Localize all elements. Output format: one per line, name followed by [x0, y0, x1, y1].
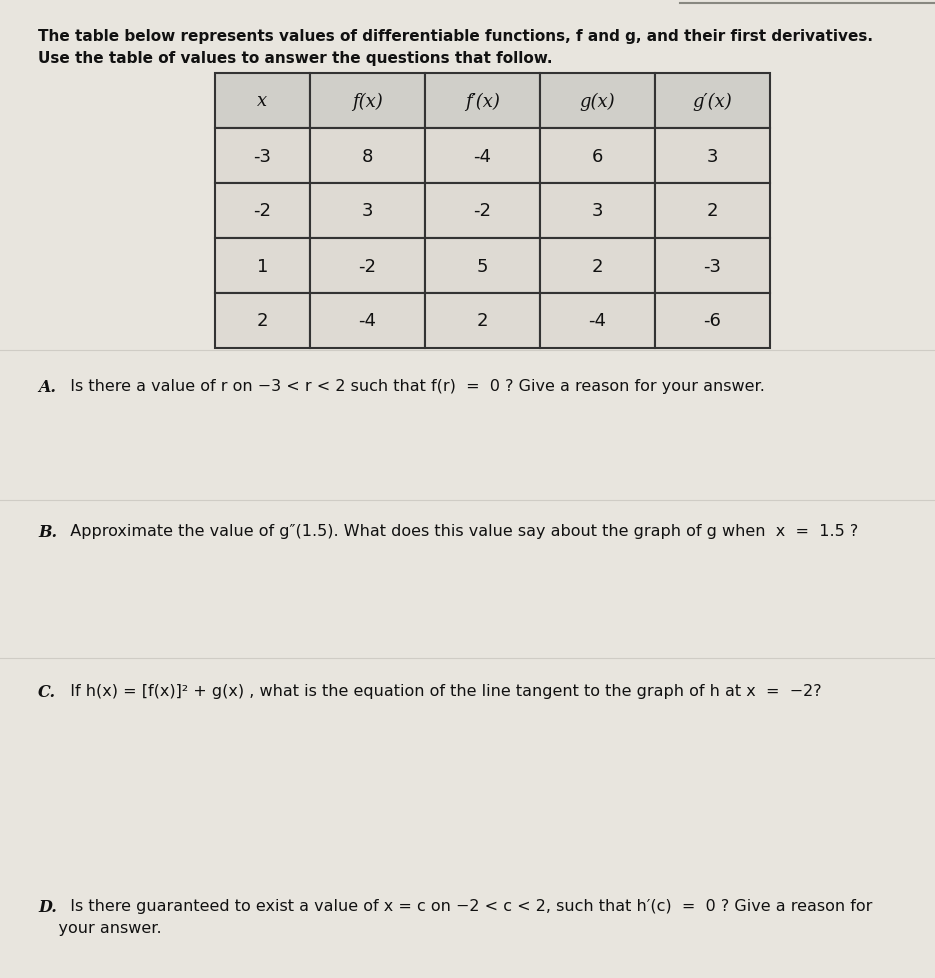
Text: A.: A. — [38, 378, 56, 395]
Text: B.: B. — [38, 523, 57, 541]
Text: x: x — [257, 92, 267, 111]
Bar — [655, 293, 770, 348]
Bar — [540, 129, 655, 184]
Text: -4: -4 — [473, 148, 492, 165]
Text: g′(x): g′(x) — [693, 92, 732, 111]
Bar — [425, 129, 540, 184]
Text: 8: 8 — [362, 148, 373, 165]
Text: C.: C. — [38, 684, 56, 700]
Bar — [310, 293, 425, 348]
Text: 2: 2 — [592, 257, 603, 275]
Bar — [540, 74, 655, 129]
Text: 3: 3 — [362, 202, 373, 220]
Text: Use the table of values to answer the questions that follow.: Use the table of values to answer the qu… — [38, 51, 553, 66]
Bar — [425, 239, 540, 293]
Bar — [425, 74, 540, 129]
Bar — [540, 184, 655, 239]
Text: 2: 2 — [257, 312, 268, 331]
Bar — [310, 129, 425, 184]
Text: Approximate the value of g″(1.5). What does this value say about the graph of g : Approximate the value of g″(1.5). What d… — [60, 523, 858, 539]
Text: 6: 6 — [592, 148, 603, 165]
Text: -3: -3 — [703, 257, 722, 275]
Text: 2: 2 — [707, 202, 718, 220]
Text: If h(x) = [f(x)]² + g(x) , what is the equation of the line tangent to the graph: If h(x) = [f(x)]² + g(x) , what is the e… — [60, 684, 822, 698]
Bar — [310, 184, 425, 239]
Bar — [655, 184, 770, 239]
Text: 1: 1 — [257, 257, 268, 275]
Text: D.: D. — [38, 898, 57, 915]
Bar — [215, 184, 310, 239]
Bar — [655, 239, 770, 293]
Text: Is there a value of r on −3 < r < 2 such that f(r)  =  0 ? Give a reason for you: Is there a value of r on −3 < r < 2 such… — [60, 378, 765, 393]
Text: your answer.: your answer. — [38, 920, 162, 935]
Text: -4: -4 — [588, 312, 607, 331]
Bar — [310, 239, 425, 293]
Bar — [215, 239, 310, 293]
Text: -4: -4 — [358, 312, 377, 331]
Bar — [215, 293, 310, 348]
Text: g(x): g(x) — [580, 92, 615, 111]
Bar — [540, 239, 655, 293]
Text: -6: -6 — [703, 312, 722, 331]
Bar — [215, 74, 310, 129]
Text: Is there guaranteed to exist a value of x = c on −2 < c < 2, such that h′(c)  = : Is there guaranteed to exist a value of … — [60, 898, 872, 913]
Text: 2: 2 — [477, 312, 488, 331]
Text: f(x): f(x) — [352, 92, 382, 111]
Text: -3: -3 — [253, 148, 271, 165]
Text: f′(x): f′(x) — [465, 92, 500, 111]
Bar — [425, 293, 540, 348]
Text: 3: 3 — [707, 148, 718, 165]
Text: -2: -2 — [253, 202, 271, 220]
Bar — [215, 129, 310, 184]
Text: The table below represents values of differentiable functions, f and g, and thei: The table below represents values of dif… — [38, 29, 873, 44]
Bar — [655, 74, 770, 129]
Bar — [425, 184, 540, 239]
Bar — [655, 129, 770, 184]
Bar — [540, 293, 655, 348]
Text: -2: -2 — [358, 257, 377, 275]
Text: -2: -2 — [473, 202, 492, 220]
Text: 5: 5 — [477, 257, 488, 275]
Text: 3: 3 — [592, 202, 603, 220]
Bar — [310, 74, 425, 129]
